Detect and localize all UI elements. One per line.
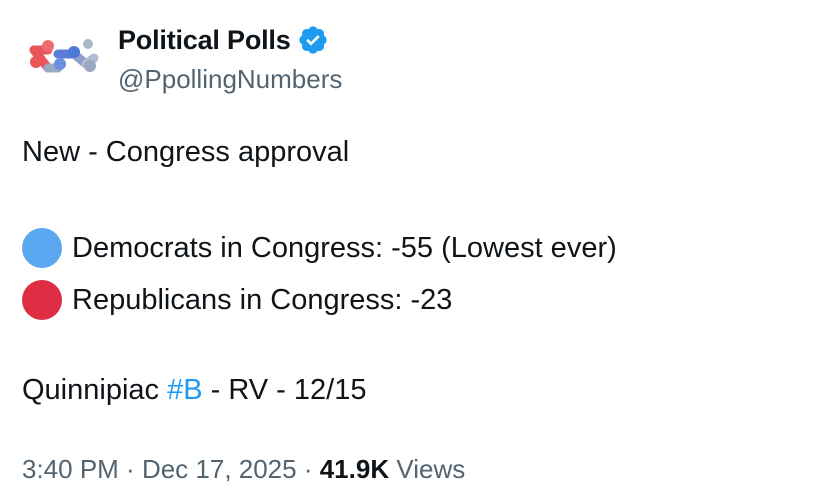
- tweet-time[interactable]: 3:40 PM: [22, 454, 119, 484]
- polling-network-logo-icon: [29, 39, 99, 73]
- views-count: 41.9K: [319, 454, 390, 484]
- author-handle[interactable]: @PpollingNumbers: [118, 64, 343, 94]
- author-name-row[interactable]: Political Polls: [118, 22, 329, 58]
- tweet-line-democrats: Democrats in Congress: -55 (Lowest ever): [22, 228, 617, 268]
- meta-separator: ·: [118, 454, 142, 484]
- meta-separator: ·: [296, 454, 320, 484]
- source-suffix: - RV - 12/15: [202, 374, 367, 406]
- verified-badge-icon[interactable]: [297, 24, 329, 56]
- tweet-line-republicans: Republicans in Congress: -23: [22, 280, 452, 320]
- views-label: Views: [389, 454, 466, 484]
- red-circle-emoji-icon: [22, 280, 62, 320]
- republicans-approval-text: Republicans in Congress: -23: [72, 283, 453, 316]
- hashtag-link[interactable]: #B: [167, 374, 203, 406]
- democrats-approval-text: Democrats in Congress: -55 (Lowest ever): [72, 231, 617, 264]
- tweet-line-source: Quinnipiac #B - RV - 12/15: [22, 374, 366, 407]
- tweet-meta: 3:40 PM · Dec 17, 2025 · 41.9K Views: [22, 454, 465, 485]
- author-display-name[interactable]: Political Polls: [118, 24, 291, 55]
- source-prefix: Quinnipiac: [22, 374, 168, 406]
- tweet-line-headline: New - Congress approval: [22, 136, 350, 168]
- author-avatar[interactable]: [14, 16, 104, 106]
- blue-circle-emoji-icon: [22, 228, 62, 268]
- tweet-date[interactable]: Dec 17, 2025: [141, 454, 297, 484]
